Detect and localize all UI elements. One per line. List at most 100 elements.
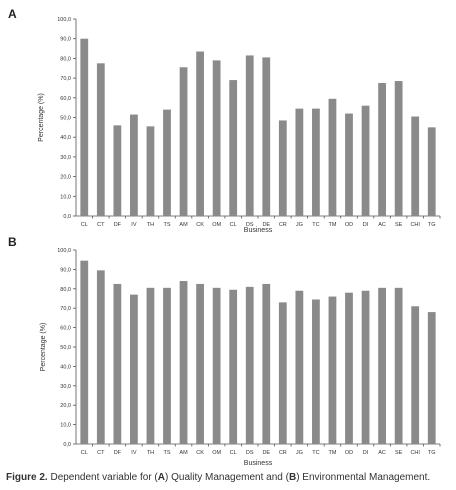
- x-tick-label: OD: [345, 222, 353, 228]
- bar: [312, 108, 320, 216]
- bar: [345, 113, 353, 216]
- x-tick-label: TH: [147, 450, 154, 456]
- bar: [179, 67, 188, 216]
- x-tick-label: IV: [131, 450, 137, 456]
- bar: [96, 270, 105, 444]
- bar: [328, 296, 337, 444]
- bar: [394, 81, 403, 216]
- bar: [146, 126, 155, 216]
- bar: [378, 83, 386, 217]
- y-tick-label: 40,0: [60, 364, 71, 370]
- x-tick-label: CHI: [410, 450, 420, 456]
- bar: [179, 281, 188, 444]
- bar: [295, 290, 304, 444]
- y-tick-label: 0,0: [63, 442, 71, 448]
- bar: [427, 312, 436, 444]
- x-tick-label: CHI: [410, 222, 420, 228]
- bar: [130, 294, 138, 444]
- x-tick-label: JG: [296, 450, 303, 456]
- y-axis-title: Percentage (%): [38, 93, 45, 142]
- bar: [411, 306, 420, 444]
- y-tick-label: 90,0: [60, 267, 71, 273]
- x-tick-label: DS: [246, 222, 254, 228]
- x-tick-label: TG: [428, 450, 436, 456]
- y-tick-label: 80,0: [60, 287, 71, 293]
- x-tick-label: TG: [428, 222, 436, 228]
- caption-text-1: Dependent variable for (: [47, 472, 158, 483]
- bar: [361, 290, 370, 444]
- y-tick-label: 10,0: [60, 423, 71, 429]
- panel-a-chart: A 0,0 10,0 20,0 30,0 40,0 50,0 60,0 70,0 80,0 90,0…: [8, 7, 441, 234]
- bar: [163, 287, 171, 444]
- y-axis-title: Percentage (%): [40, 323, 47, 372]
- bar: [163, 109, 171, 216]
- bar: [80, 260, 89, 444]
- panel-label: B: [8, 235, 17, 249]
- bar: [212, 60, 221, 217]
- panel-b-chart: B 0,0 10,0 20,0 30,0 40,0 50,0 60,0 70,0 80,0 90,0…: [8, 235, 441, 467]
- bar: [196, 51, 204, 216]
- bar: [80, 38, 89, 217]
- x-tick-label: TC: [312, 450, 319, 456]
- x-tick-label: IV: [131, 222, 137, 228]
- bar: [262, 283, 271, 444]
- bar: [96, 63, 105, 216]
- bar: [378, 287, 386, 444]
- bar: [245, 55, 254, 217]
- x-tick-label: TS: [163, 222, 170, 228]
- x-axis-title: Business: [244, 460, 273, 467]
- bar: [295, 108, 304, 216]
- bar: [278, 120, 287, 216]
- bar: [278, 302, 287, 444]
- bar: [113, 283, 122, 444]
- caption-panel-b: B: [288, 472, 297, 483]
- bar: [328, 98, 337, 216]
- x-tick-label: CL: [81, 450, 88, 456]
- bar: [394, 287, 403, 444]
- bar: [229, 289, 238, 444]
- y-tick-label: 0,0: [63, 214, 71, 220]
- x-tick-label: OM: [212, 222, 221, 228]
- y-tick-label: 70,0: [60, 76, 71, 82]
- bar: [262, 57, 271, 216]
- x-tick-label: CT: [97, 222, 105, 228]
- x-tick-label: CK: [196, 450, 204, 456]
- y-tick-label: 10,0: [60, 194, 71, 200]
- y-tick-label: 20,0: [60, 403, 71, 409]
- bar: [146, 287, 155, 444]
- bar: [113, 125, 122, 216]
- x-tick-label: AC: [378, 222, 386, 228]
- x-tick-label: TS: [163, 450, 170, 456]
- x-tick-label: AC: [378, 450, 386, 456]
- bar: [196, 283, 204, 444]
- x-tick-label: CR: [279, 450, 287, 456]
- x-tick-label: DE: [262, 450, 270, 456]
- y-tick-label: 30,0: [60, 384, 71, 390]
- y-tick-label: 60,0: [60, 326, 71, 332]
- bar: [229, 80, 238, 216]
- x-tick-label: AM: [179, 222, 188, 228]
- y-tick-label: 100,0: [57, 248, 71, 254]
- figure-canvas: A 0,0 10,0 20,0 30,0 40,0 50,0 60,0 70,0 80,0 90,0…: [8, 7, 441, 467]
- caption-text-2: ) Quality Management and (: [165, 472, 289, 483]
- bar: [212, 287, 221, 444]
- y-tick-label: 50,0: [60, 345, 71, 351]
- bar: [411, 116, 420, 216]
- bar: [427, 127, 436, 216]
- caption-label: Figure 2.: [6, 472, 48, 483]
- y-tick-label: 60,0: [60, 96, 71, 102]
- x-tick-label: SE: [395, 450, 403, 456]
- x-tick-label: DF: [114, 222, 122, 228]
- caption-panel-a: A: [157, 472, 165, 483]
- y-tick-label: 20,0: [60, 175, 71, 181]
- y-tick-label: 70,0: [60, 306, 71, 312]
- x-tick-label: DI: [363, 450, 369, 456]
- x-tick-label: SE: [395, 222, 403, 228]
- x-tick-label: OD: [345, 450, 353, 456]
- bar: [312, 299, 320, 444]
- x-tick-label: TC: [312, 222, 319, 228]
- caption-text-3: ) Environmental Management.: [296, 472, 431, 483]
- x-tick-label: TM: [328, 450, 336, 456]
- x-tick-label: CL: [81, 222, 88, 228]
- x-tick-label: DF: [114, 450, 122, 456]
